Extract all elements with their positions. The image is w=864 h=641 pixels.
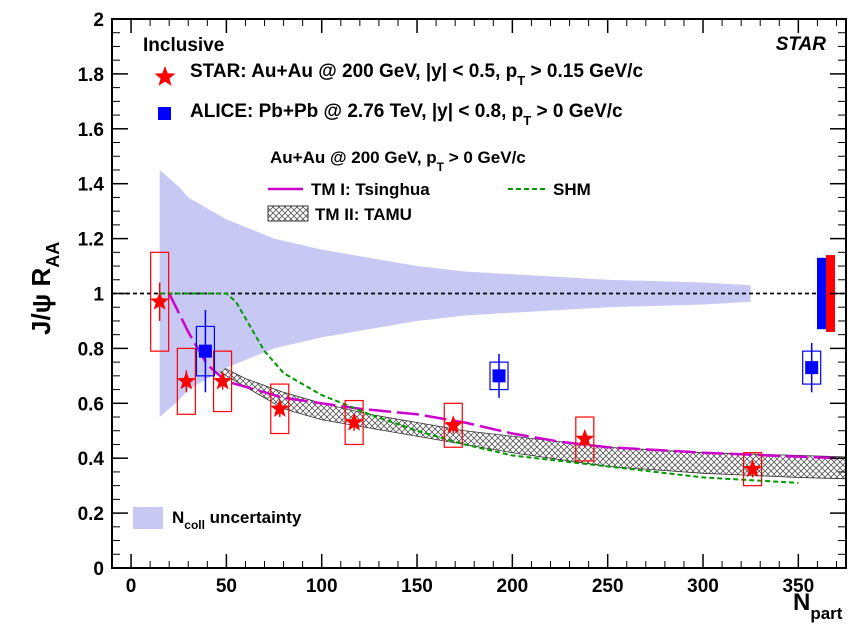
legend: Inclusive STAR: Au+Au @ 200 GeV, |y| < 0… (133, 35, 643, 532)
tamu-band (206, 358, 847, 480)
legend-ncoll-swatch (133, 507, 163, 529)
star-data-point (344, 412, 364, 431)
tsinghua-curve (168, 292, 837, 460)
y-tick-label: 0.6 (78, 394, 104, 415)
alice-global-uncertainty-box (817, 257, 826, 330)
star-sys-box (344, 399, 364, 446)
star-sys-box (575, 416, 595, 462)
legend-shm-label: SHM (553, 180, 591, 199)
star-data-point (176, 371, 196, 390)
legend-ncoll-label: Ncoll uncertainty (172, 508, 302, 532)
x-tick-label: 150 (401, 576, 433, 597)
star-sys-box (176, 347, 196, 415)
experiment-label: STAR (776, 34, 827, 55)
x-tick-label: 300 (687, 576, 719, 597)
y-tick-label: 0 (93, 559, 104, 580)
y-axis-title: J/ψ RAA (26, 242, 63, 335)
ticks-layer: 0 50 100 150 200 250 300 350 0 0.2 0.4 0.6 0.8 1 1.2 1.… (78, 10, 846, 597)
y-tick-label: 1.8 (78, 65, 104, 86)
star-sys-box (150, 251, 170, 352)
star-data-point (213, 371, 233, 390)
x-tick-label: 250 (592, 576, 624, 597)
alice-data-point (492, 369, 506, 383)
legend-models-header: Au+Au @ 200 GeV, pT > 0 GeV/c (270, 148, 526, 174)
star-data-point (575, 429, 595, 448)
x-tick-label: 50 (216, 576, 237, 597)
y-tick-label: 2 (93, 10, 104, 31)
star-sys-box (270, 383, 290, 435)
legend-tm2-label: TM II: TAMU (315, 205, 412, 224)
y-tick-label: 0.2 (78, 504, 104, 525)
x-tick-label: 0 (126, 576, 137, 597)
alice-data-point (198, 344, 212, 358)
x-axis-title: Npart (793, 589, 843, 623)
bands-layer (159, 169, 847, 480)
markers-layer (150, 291, 819, 478)
star-data-point (270, 398, 290, 417)
legend-star-marker (154, 66, 176, 86)
star-sys-box (742, 452, 763, 487)
y-tick-label: 1.4 (78, 175, 105, 196)
y-tick-label: 1.2 (78, 230, 104, 251)
legend-tm1-label: TM I: Tsinghua (311, 180, 430, 199)
y-tick-label: 1.6 (78, 120, 104, 141)
legend-alice-label: ALICE: Pb+Pb @ 2.76 TeV, |y| < 0.8, pT >… (190, 101, 623, 128)
legend-star-label: STAR: Au+Au @ 200 GeV, |y| < 0.5, pT > 0… (190, 61, 643, 88)
x-tick-label: 350 (782, 576, 814, 597)
legend-header: Inclusive (143, 35, 224, 56)
star-sys-box (443, 402, 463, 448)
x-tick-label: 100 (306, 576, 338, 597)
y-tick-label: 0.4 (78, 449, 105, 470)
star-sys-box (212, 350, 233, 413)
star-data-point (743, 459, 763, 478)
legend-tm2-swatch (267, 205, 309, 222)
star-data-point (443, 415, 463, 434)
legend-alice-marker (158, 107, 171, 120)
x-tick-label: 200 (497, 576, 529, 597)
star-data-point (150, 291, 170, 310)
y-tick-label: 1 (93, 285, 104, 306)
y-tick-label: 0.8 (78, 339, 104, 360)
alice-data-point (805, 361, 819, 375)
